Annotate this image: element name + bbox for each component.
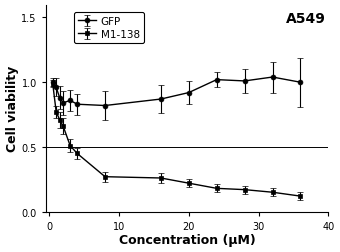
Legend: GFP, M1-138: GFP, M1-138 [73,13,144,44]
Y-axis label: Cell viability: Cell viability [5,66,19,152]
X-axis label: Concentration (μM): Concentration (μM) [119,234,255,246]
Text: A549: A549 [286,12,325,26]
